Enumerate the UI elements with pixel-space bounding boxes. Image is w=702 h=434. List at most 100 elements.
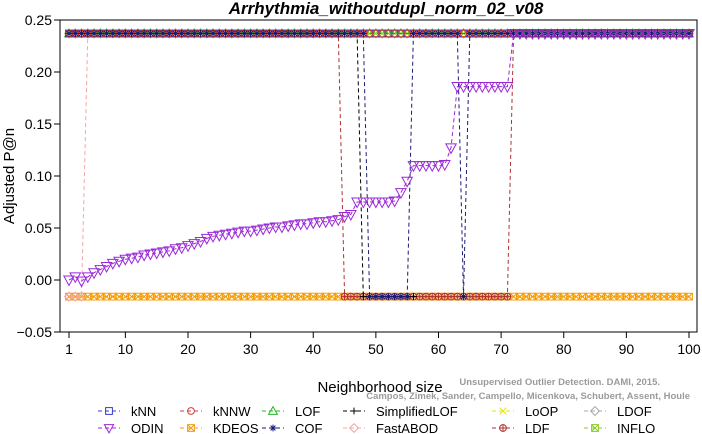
data-point [153, 30, 161, 37]
data-point [269, 222, 282, 234]
legend-label: SimplifiedLOF [376, 404, 458, 419]
data-point [682, 29, 696, 41]
data-point [510, 30, 518, 37]
data-point [215, 30, 223, 37]
data-point [81, 272, 94, 284]
series-layer [62, 28, 696, 302]
data-point [488, 82, 501, 94]
data-point [353, 292, 361, 301]
plot-frame [59, 19, 698, 333]
data-point [595, 29, 608, 41]
data-point [62, 275, 76, 287]
legend-label: FastABOD [376, 421, 438, 434]
data-point [648, 30, 655, 37]
data-point [232, 227, 245, 239]
data-point [397, 293, 405, 301]
data-point [614, 29, 627, 41]
data-point [576, 29, 589, 41]
x-tick-label: 30 [243, 341, 259, 357]
data-point [410, 30, 417, 37]
data-point [84, 30, 92, 37]
data-point [378, 29, 387, 38]
data-point [651, 29, 664, 41]
data-point [259, 30, 267, 37]
data-point [503, 30, 511, 37]
data-point [491, 30, 499, 37]
y-tick-label: −0.05 [17, 324, 53, 340]
data-point [497, 292, 506, 301]
series-line [69, 33, 689, 298]
data-point [416, 30, 424, 37]
data-point [632, 29, 645, 41]
data-point [282, 221, 295, 233]
legend-entry-fastabod: FastABOD [343, 421, 438, 434]
legend-entry-kdeos: KDEOS [180, 421, 259, 434]
data-point [407, 161, 420, 173]
data-point [351, 197, 364, 209]
x-tick-label: 60 [431, 341, 447, 357]
data-point [188, 239, 201, 251]
data-point [244, 226, 257, 238]
data-point [328, 30, 336, 37]
data-point [579, 30, 586, 37]
data-point [484, 292, 493, 301]
data-point [401, 176, 414, 188]
x-tick-label: 50 [368, 341, 384, 357]
x-tick-label: 90 [619, 341, 635, 357]
data-point [269, 424, 277, 432]
data-point [316, 30, 323, 37]
data-point [453, 30, 461, 37]
data-point [490, 292, 499, 301]
data-point [275, 222, 288, 234]
data-point [485, 30, 492, 37]
legend-label: INFLO [617, 421, 655, 434]
data-point [144, 249, 157, 261]
data-point [341, 30, 348, 37]
data-point [147, 30, 154, 37]
data-point [413, 161, 426, 173]
data-point [76, 291, 87, 302]
data-point [601, 29, 614, 41]
data-point [203, 30, 211, 37]
series-fastabod [63, 28, 695, 302]
data-point [476, 82, 489, 94]
data-point [428, 30, 436, 37]
data-point [451, 82, 464, 94]
legend-label: COF [295, 421, 323, 434]
data-point [422, 30, 430, 37]
data-point [434, 292, 443, 301]
data-point [353, 30, 361, 37]
legend-label: LOF [295, 404, 320, 419]
legend-label: kNNW [213, 404, 251, 419]
data-point [428, 292, 437, 301]
data-point [103, 30, 110, 37]
data-point [71, 30, 79, 37]
data-point [572, 30, 580, 37]
data-point [253, 30, 261, 37]
legend: kNN kNNW LOF SimplifiedLOF LoOP LDOF ODIN KDEOS… [98, 404, 655, 434]
data-point [159, 30, 167, 37]
data-point [187, 424, 195, 432]
data-point [513, 29, 526, 41]
data-point [447, 292, 455, 301]
data-point [497, 30, 505, 37]
data-point [172, 30, 179, 37]
data-point [257, 224, 270, 236]
data-point [538, 29, 552, 41]
data-point [303, 30, 311, 37]
y-tick-label: 0.10 [25, 168, 52, 184]
series-cof [65, 30, 693, 301]
data-point [344, 209, 357, 222]
data-point [620, 29, 633, 41]
data-point [589, 29, 602, 41]
legend-label: LDF [525, 421, 550, 434]
legend-entry-cof: COF [262, 421, 323, 434]
data-point [219, 229, 232, 241]
data-point [460, 293, 467, 301]
data-point [499, 407, 507, 415]
data-point [294, 219, 307, 231]
y-tick-label: 0.20 [25, 64, 52, 80]
data-point [325, 216, 339, 228]
legend-label: ODIN [131, 421, 164, 434]
